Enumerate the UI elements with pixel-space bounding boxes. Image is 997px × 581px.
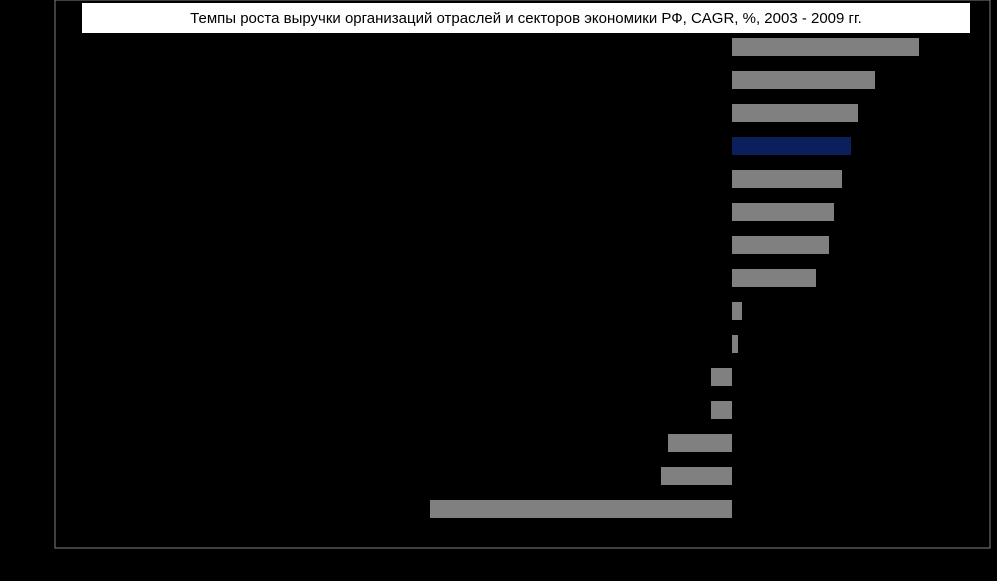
bar — [430, 500, 732, 518]
bar — [732, 71, 875, 89]
bar — [732, 269, 816, 287]
plot-frame — [54, 0, 991, 549]
bar — [711, 401, 732, 419]
bar — [732, 170, 842, 188]
bar — [711, 368, 732, 386]
chart-title: Темпы роста выручки организаций отраслей… — [190, 10, 862, 27]
bar — [732, 302, 742, 320]
bar — [732, 104, 858, 122]
bar — [661, 467, 732, 485]
bar — [732, 236, 829, 254]
bar — [732, 137, 851, 155]
bar — [732, 335, 738, 353]
bar — [732, 203, 834, 221]
bar — [668, 434, 732, 452]
title-box — [82, 3, 970, 33]
bar — [732, 38, 919, 56]
